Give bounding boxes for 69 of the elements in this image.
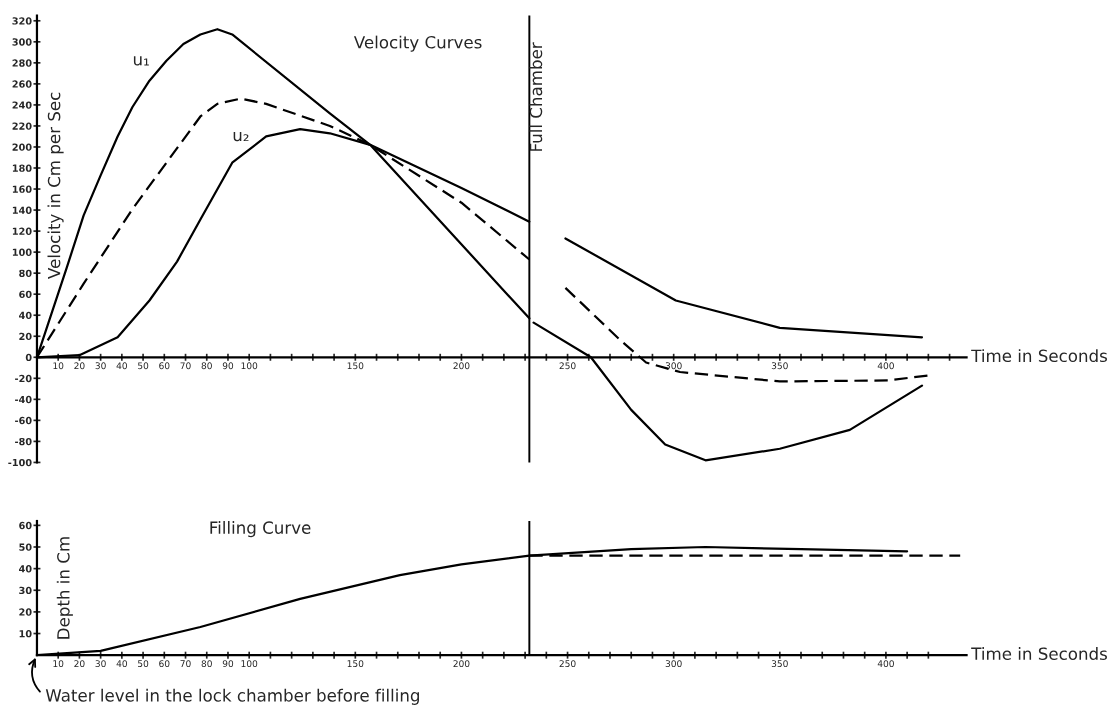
y-tick-label: 320 [12,17,32,25]
y-tick-label: 20 [19,332,32,341]
x-tick-label: 30 [95,362,106,370]
y-tick-label: 120 [12,227,32,235]
x-axis-title: Time in Seconds [971,349,1107,363]
x-tick-label: 400 [877,362,894,370]
x-tick-label: 10 [53,362,64,370]
y-tick-label: -60 [15,416,32,425]
x-tick-label: 200 [453,362,470,370]
y-tick-label: 20 [19,608,32,616]
x-tick-label: 150 [347,362,364,370]
y-tick-label: 140 [12,206,32,214]
y-axis-title: Velocity in Cm per Sec [47,92,64,279]
y-tick-label: 240 [12,101,32,109]
y-tick-label: 60 [19,521,32,530]
annotation: Water level in the lock chamber before filling [45,688,419,705]
series-label: u₁ [133,56,149,66]
y-tick-label: 80 [19,269,32,277]
x-tick-label: 400 [877,660,894,668]
chart-title: Filling Curve [210,521,311,538]
y-tick-label: 300 [12,38,32,46]
series-label: u₂ [233,131,249,142]
x-tick-label: 350 [771,660,788,668]
x-tick-label: 70 [180,362,191,370]
x-tick-label: 50 [138,660,149,668]
x-tick-label: 40 [116,660,127,668]
y-tick-label: 40 [19,565,32,573]
y-tick-label: 60 [19,290,32,299]
x-tick-label: 300 [665,660,682,668]
y-tick-label: -100 [8,458,32,467]
y-tick-label: 50 [19,543,32,551]
x-axis-title: Time in Seconds [971,647,1107,660]
y-tick-label: 100 [12,248,32,256]
x-tick-label: 60 [159,362,170,370]
x-tick-label: 250 [559,362,576,370]
y-tick-label: 280 [12,59,32,67]
x-tick-label: 80 [201,660,212,668]
y-tick-label: 10 [19,630,32,638]
y-tick-label: 0 [25,353,32,362]
y-tick-label: 160 [12,185,32,193]
y-tick-label: 200 [12,143,32,151]
x-tick-label: 350 [771,362,788,370]
x-tick-label: 50 [138,362,149,370]
x-tick-label: 150 [347,660,364,668]
x-tick-label: 200 [453,660,470,668]
x-tick-label: 80 [201,362,212,370]
x-tick-label: 70 [180,660,191,668]
x-tick-label: 100 [241,362,258,370]
x-tick-label: 20 [74,362,85,370]
y-tick-label: 40 [19,311,32,320]
x-tick-label: 40 [116,362,127,370]
y-tick-label: -40 [15,395,32,404]
ref-line-label: Full Chamber [529,42,543,151]
x-tick-label: 60 [159,660,170,668]
x-tick-label: 90 [222,660,234,668]
y-tick-label: 180 [12,164,32,172]
y-tick-label: 260 [12,80,32,88]
x-tick-label: 30 [95,660,106,668]
y-tick-label: -20 [15,374,32,383]
x-tick-label: 100 [241,660,258,668]
y-tick-label: -80 [15,437,32,446]
x-tick-label: 20 [74,660,85,668]
x-tick-label: 90 [222,362,234,370]
y-tick-label: 30 [19,586,32,595]
x-tick-label: 250 [559,660,576,668]
y-axis-title: Depth in Cm [56,537,73,639]
x-tick-label: 10 [53,660,64,668]
text: Velocity Curves [353,35,482,52]
y-tick-label: 220 [12,122,32,130]
